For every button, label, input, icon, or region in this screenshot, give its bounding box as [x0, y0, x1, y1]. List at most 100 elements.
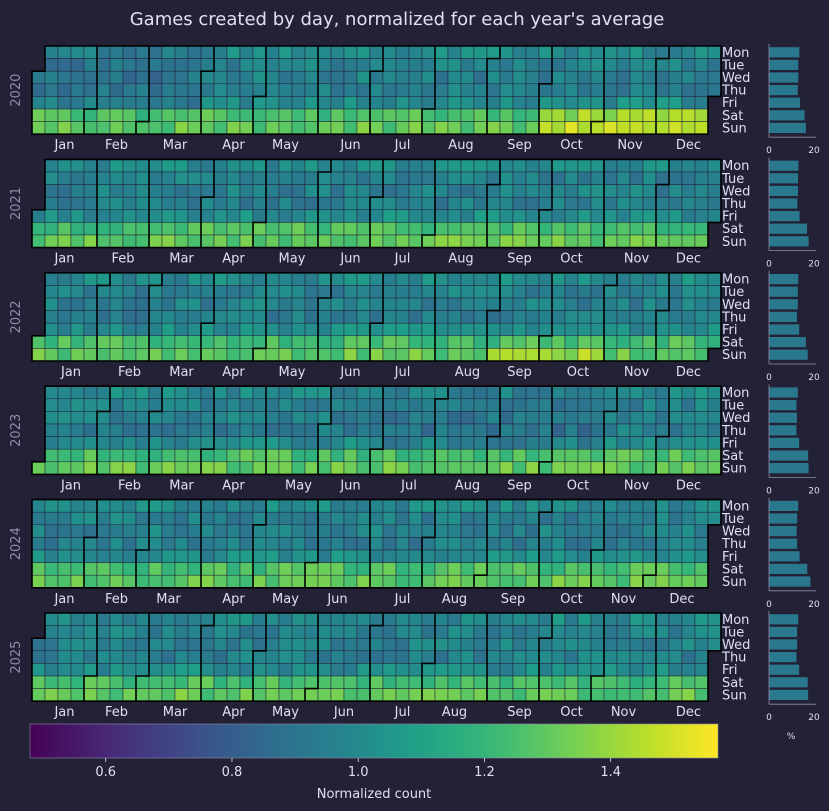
day-cell	[57, 423, 72, 437]
day-cell	[486, 385, 501, 400]
day-cell	[551, 688, 566, 702]
day-cell	[187, 171, 202, 185]
day-cell	[486, 196, 501, 211]
day-cell	[200, 96, 215, 110]
day-cell	[577, 625, 592, 639]
day-cell	[213, 650, 228, 664]
day-cell	[83, 196, 98, 211]
day-cell	[356, 45, 371, 59]
day-cell	[135, 448, 150, 463]
day-cell	[577, 159, 592, 173]
day-cell	[148, 272, 163, 286]
day-cell	[278, 45, 293, 59]
day-cell	[564, 436, 579, 450]
month-label: Sep	[507, 138, 532, 153]
day-cell	[226, 688, 241, 702]
day-cell	[473, 196, 488, 211]
day-cell	[603, 121, 618, 135]
day-cell	[148, 688, 163, 702]
month-label: Jan	[53, 138, 74, 153]
day-cell	[356, 562, 371, 576]
day-cell	[486, 83, 501, 97]
day-cell	[57, 58, 72, 72]
day-cell	[109, 159, 124, 173]
day-cell	[109, 70, 124, 85]
weekday-bar	[769, 97, 801, 108]
day-cell	[603, 297, 618, 311]
day-cell	[304, 159, 319, 173]
day-cell	[213, 423, 228, 437]
day-cell	[44, 171, 59, 185]
day-cell	[538, 297, 553, 311]
day-cell	[512, 70, 527, 85]
day-cell	[343, 234, 358, 248]
day-cell	[551, 184, 566, 198]
day-cell	[616, 675, 631, 689]
day-cell	[473, 537, 488, 551]
day-cell	[655, 574, 670, 589]
day-cell	[83, 411, 98, 425]
day-cell	[122, 297, 137, 311]
day-cell	[291, 650, 306, 664]
day-cell	[655, 108, 670, 122]
day-cell	[31, 549, 46, 563]
day-cell	[668, 537, 683, 551]
day-cell	[122, 511, 137, 526]
day-cell	[434, 196, 449, 211]
day-cell	[395, 272, 410, 286]
day-cell	[642, 96, 657, 110]
day-cell	[356, 96, 371, 110]
day-cell	[330, 322, 345, 337]
day-cell	[551, 411, 566, 425]
day-cell	[564, 385, 579, 400]
day-cell	[187, 196, 202, 211]
day-cell	[70, 549, 85, 563]
day-cell	[642, 171, 657, 185]
day-cell	[616, 58, 631, 72]
day-cell	[408, 524, 423, 538]
day-cell	[577, 45, 592, 59]
day-cell	[148, 58, 163, 72]
day-cell	[408, 675, 423, 689]
day-cell	[447, 285, 462, 299]
day-cell	[473, 461, 488, 475]
day-cell	[83, 222, 98, 236]
day-cell	[239, 537, 254, 551]
day-cell	[369, 499, 384, 513]
month-label: Dec	[669, 592, 694, 607]
day-cell	[564, 196, 579, 211]
day-cell	[473, 499, 488, 513]
day-cell	[564, 574, 579, 589]
weekday-bar	[769, 223, 808, 234]
day-cell	[694, 461, 709, 475]
day-cell	[642, 196, 657, 211]
day-cell	[83, 549, 98, 563]
day-cell	[486, 322, 501, 337]
day-cell	[421, 83, 436, 97]
day-cell	[707, 83, 722, 97]
day-cell	[616, 171, 631, 185]
day-cell	[343, 121, 358, 135]
day-cell	[200, 285, 215, 299]
day-cell	[57, 196, 72, 211]
weekday-label: Wed	[722, 298, 750, 313]
day-cell	[655, 436, 670, 450]
day-cell	[486, 423, 501, 437]
day-cell	[473, 511, 488, 526]
day-cell	[382, 537, 397, 551]
day-cell	[291, 411, 306, 425]
day-cell	[343, 297, 358, 311]
day-cell	[57, 562, 72, 576]
day-cell	[369, 663, 384, 677]
day-cell	[343, 348, 358, 362]
day-cell	[304, 625, 319, 639]
day-cell	[174, 272, 189, 286]
day-cell	[343, 650, 358, 664]
day-cell	[213, 222, 228, 236]
day-cell	[538, 234, 553, 248]
day-cell	[590, 335, 605, 349]
day-cell	[252, 398, 267, 412]
day-cell	[226, 83, 241, 97]
day-cell	[83, 637, 98, 652]
